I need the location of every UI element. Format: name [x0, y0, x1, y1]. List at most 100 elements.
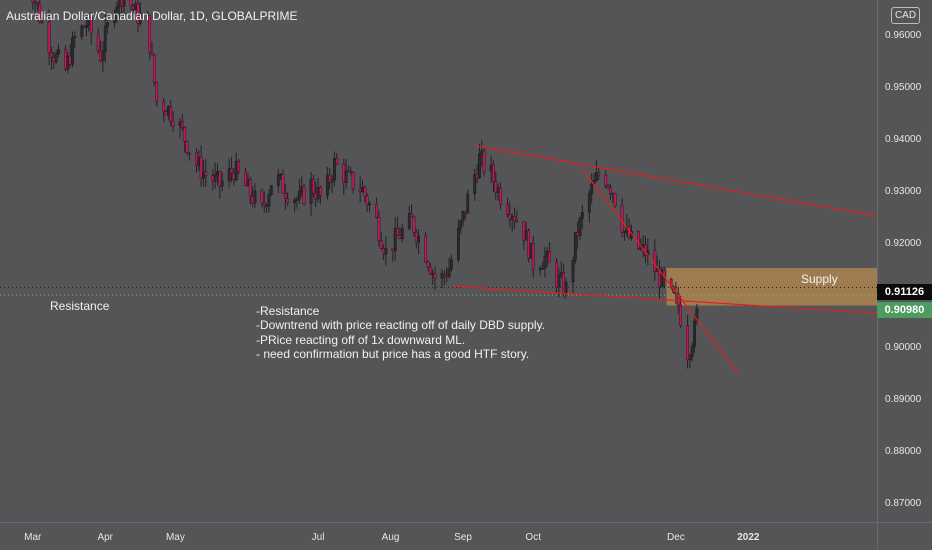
- candle-body: [676, 293, 680, 306]
- resistance-price-tag: 0.90980: [877, 302, 932, 318]
- candle-body: [166, 106, 170, 116]
- candle-body: [571, 260, 575, 283]
- candle-body: [286, 198, 290, 203]
- candle-body: [400, 228, 404, 239]
- candle-body: [597, 172, 601, 176]
- candle-body: [199, 156, 203, 179]
- candle-body: [351, 171, 355, 190]
- candle-body: [669, 278, 673, 288]
- candle-body: [204, 171, 208, 176]
- candle-body: [120, 0, 124, 7]
- x-tick-label: Jul: [312, 532, 325, 543]
- candle-body: [562, 272, 566, 295]
- candle-body: [440, 273, 444, 279]
- candle-body: [428, 266, 432, 275]
- candle-body: [155, 81, 159, 102]
- candle-body: [185, 141, 189, 154]
- candle-body: [606, 185, 610, 188]
- candle-body: [573, 232, 577, 261]
- candle-body: [679, 304, 682, 326]
- candle-body: [361, 187, 364, 193]
- candle-body: [447, 268, 451, 278]
- candle-body: [101, 51, 105, 62]
- candle-body: [57, 49, 60, 54]
- candle-body: [36, 1, 39, 5]
- candle-body: [311, 179, 315, 194]
- candle-body: [309, 179, 313, 205]
- trendline-3: [453, 285, 878, 314]
- candle-body: [89, 17, 93, 35]
- candle-body: [475, 174, 479, 179]
- candle-body: [442, 273, 446, 276]
- x-tick-label: Dec: [667, 532, 685, 543]
- candle-body: [693, 320, 696, 347]
- candle-body: [686, 325, 689, 361]
- candle-body: [328, 174, 332, 183]
- candle-body: [31, 0, 35, 3]
- candle-body: [375, 203, 378, 218]
- x-tick-label: Sep: [454, 532, 472, 543]
- candle-body: [426, 261, 430, 268]
- candle-body: [688, 355, 692, 361]
- x-tick-label: Aug: [382, 532, 400, 543]
- candle-body: [459, 220, 463, 229]
- candle-body: [73, 36, 77, 39]
- candle-body: [358, 188, 362, 193]
- candle-body: [417, 235, 421, 243]
- candle-body: [47, 21, 51, 53]
- candle-body: [260, 190, 264, 204]
- candle-body: [276, 174, 280, 186]
- candle-body: [382, 248, 385, 255]
- y-tick-label: 0.90000: [885, 342, 922, 353]
- candle-body: [279, 174, 283, 176]
- candle-body: [251, 195, 254, 204]
- candle-body: [66, 55, 70, 70]
- candle-body: [690, 346, 694, 357]
- candle-body: [246, 178, 250, 187]
- candle-body: [171, 120, 175, 127]
- x-tick-label: Apr: [97, 532, 113, 543]
- candle-body: [494, 181, 498, 193]
- candle-body: [515, 220, 519, 223]
- candle-body: [508, 213, 512, 220]
- candle-body: [71, 37, 74, 65]
- candle-body: [414, 232, 418, 243]
- candle-body: [541, 267, 544, 270]
- candle-body: [349, 170, 353, 173]
- candle-body: [230, 168, 233, 174]
- candle-body: [129, 0, 133, 6]
- candle-body: [524, 230, 528, 241]
- candle-body: [330, 179, 334, 183]
- candle-body: [52, 57, 56, 63]
- candle-body: [281, 174, 285, 194]
- candle-body: [164, 111, 168, 116]
- candle-body: [363, 187, 367, 197]
- y-tick-label: 0.88000: [885, 446, 922, 457]
- candle-body: [695, 308, 699, 322]
- candle-body: [333, 158, 336, 181]
- candle-body: [398, 234, 402, 239]
- candle-body: [318, 187, 322, 196]
- currency-badge[interactable]: CAD: [891, 7, 920, 24]
- candle-body: [379, 240, 383, 249]
- candle-body: [302, 186, 306, 205]
- candle-body: [211, 175, 215, 182]
- candles-group: [31, 0, 699, 369]
- candle-body: [344, 170, 348, 183]
- candle-body: [466, 193, 470, 214]
- candle-body: [326, 174, 329, 196]
- candle-body: [384, 248, 388, 255]
- candle-body: [623, 231, 626, 233]
- candle-body: [80, 25, 84, 37]
- candle-body: [297, 191, 301, 200]
- candle-body: [113, 13, 116, 24]
- candle-body: [162, 101, 166, 112]
- candle-body: [445, 274, 449, 278]
- candle-body: [393, 228, 397, 252]
- candle-body: [82, 25, 86, 28]
- candle-body: [545, 251, 549, 257]
- candle-body: [267, 194, 271, 207]
- candle-body: [456, 227, 460, 260]
